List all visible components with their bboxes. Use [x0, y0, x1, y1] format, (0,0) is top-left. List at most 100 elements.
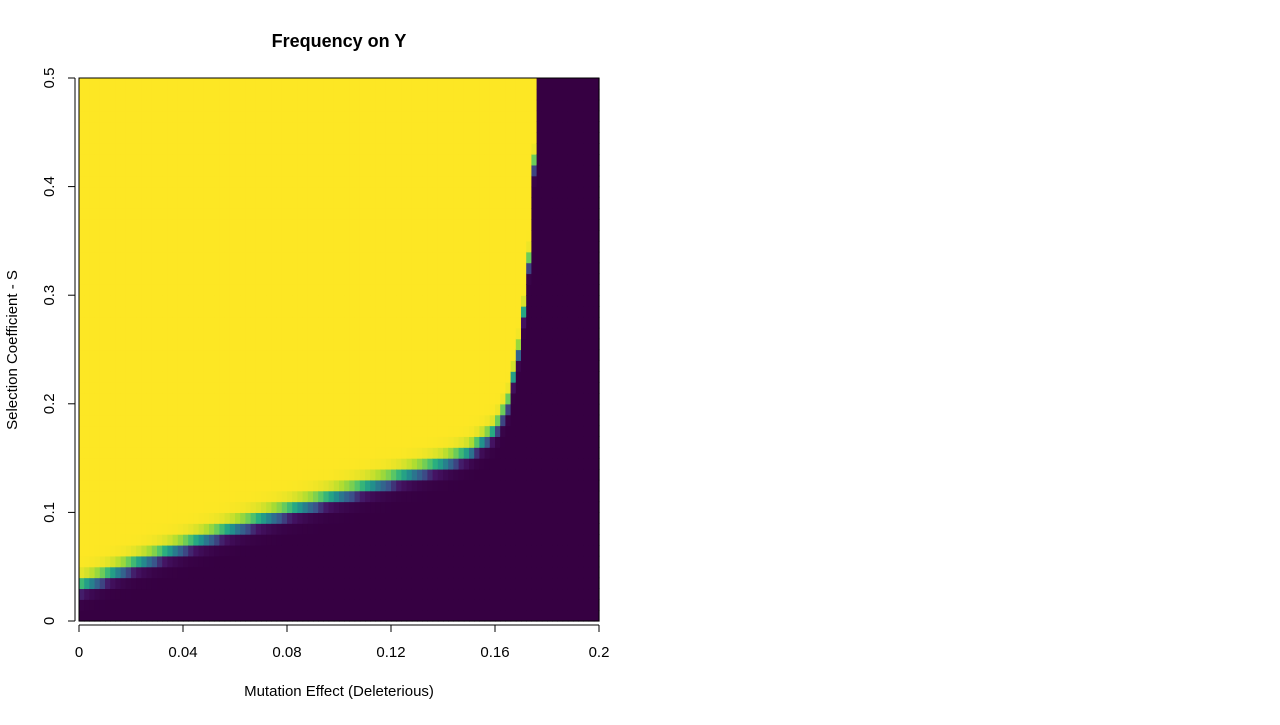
heatmap-cell — [500, 458, 506, 470]
heatmap-cell — [474, 512, 480, 524]
heatmap-cell — [432, 512, 439, 524]
heatmap-cell — [567, 273, 574, 285]
heatmap-cell — [495, 599, 501, 611]
heatmap-cell — [495, 577, 501, 590]
heatmap-cell — [193, 132, 200, 144]
heatmap-cell — [541, 251, 548, 264]
heatmap-cell — [198, 78, 205, 90]
heatmap-cell — [547, 566, 553, 579]
heatmap-cell — [567, 382, 574, 394]
heatmap-cell — [261, 273, 267, 285]
heatmap-cell — [276, 230, 283, 242]
heatmap-cell — [396, 447, 402, 459]
heatmap-cell — [79, 327, 85, 340]
heatmap-cell — [84, 132, 90, 144]
heatmap-cell — [307, 544, 314, 557]
heatmap-cell — [578, 186, 584, 199]
heatmap-cell — [354, 143, 361, 155]
heatmap-cell — [287, 425, 293, 437]
heatmap-cell — [562, 251, 569, 264]
heatmap-cell — [162, 588, 168, 600]
heatmap-cell — [375, 588, 382, 600]
heatmap-cell — [557, 164, 564, 177]
heatmap-cell — [588, 610, 595, 622]
heatmap-cell — [401, 566, 408, 579]
heatmap-cell — [229, 523, 236, 535]
heatmap-cell — [417, 392, 423, 405]
heatmap-cell — [474, 436, 480, 448]
heatmap-cell — [141, 468, 148, 481]
heatmap-cell — [593, 566, 600, 579]
heatmap-cell — [94, 588, 101, 600]
heatmap-cell — [333, 458, 340, 470]
heatmap-cell — [115, 143, 122, 155]
heatmap-cell — [245, 490, 252, 503]
heatmap-cell — [219, 610, 226, 622]
heatmap-cell — [411, 414, 418, 427]
heatmap-cell — [458, 555, 465, 568]
heatmap-cell — [281, 110, 288, 123]
heatmap-cell — [469, 501, 475, 513]
heatmap-cell — [198, 262, 205, 275]
heatmap-cell — [469, 338, 475, 351]
heatmap-cell — [515, 78, 522, 90]
heatmap-cell — [84, 523, 90, 535]
heatmap-cell — [391, 338, 397, 351]
heatmap-cell — [339, 479, 345, 492]
heatmap-cell — [557, 588, 564, 600]
heatmap-cell — [411, 143, 418, 155]
heatmap-cell — [183, 197, 189, 209]
heatmap-cell — [281, 154, 288, 166]
heatmap-cell — [162, 577, 168, 590]
heatmap-cell — [391, 534, 397, 546]
heatmap-cell — [261, 295, 267, 307]
heatmap-cell — [333, 523, 340, 535]
heatmap-cell — [359, 544, 366, 557]
heatmap-cell — [515, 154, 522, 166]
heatmap-cell — [489, 458, 496, 470]
heatmap-cell — [359, 610, 366, 622]
heatmap-cell — [89, 479, 96, 492]
heatmap-cell — [510, 132, 517, 144]
heatmap-cell — [188, 577, 194, 590]
heatmap-cell — [141, 327, 148, 340]
heatmap-cell — [500, 599, 506, 611]
heatmap-cell — [437, 175, 444, 188]
heatmap-cell — [479, 262, 486, 275]
heatmap-cell — [177, 566, 184, 579]
heatmap-cell — [84, 154, 90, 166]
heatmap-cell — [162, 382, 168, 394]
heatmap-cell — [567, 154, 574, 166]
heatmap-cell — [84, 143, 90, 155]
heatmap-cell — [396, 327, 402, 340]
heatmap-cell — [229, 164, 236, 177]
heatmap-cell — [131, 132, 137, 144]
heatmap-cell — [417, 230, 423, 242]
heatmap-cell — [157, 588, 163, 600]
heatmap-cell — [427, 403, 434, 416]
heatmap-cell — [469, 382, 475, 394]
heatmap-cell — [323, 349, 330, 361]
heatmap-cell — [276, 610, 283, 622]
heatmap-cell — [448, 610, 454, 622]
heatmap-cell — [328, 371, 335, 383]
heatmap-cell — [261, 382, 267, 394]
heatmap-cell — [198, 382, 205, 394]
heatmap-cell — [567, 577, 574, 590]
heatmap-cell — [547, 284, 553, 296]
heatmap-cell — [193, 447, 200, 459]
heatmap-cell — [521, 306, 527, 318]
heatmap-cell — [567, 349, 574, 361]
heatmap-cell — [209, 143, 215, 155]
heatmap-cell — [489, 479, 496, 492]
heatmap-cell — [84, 99, 90, 112]
heatmap-cell — [588, 577, 595, 590]
heatmap-cell — [214, 143, 220, 155]
heatmap-cell — [313, 392, 319, 405]
heatmap-cell — [354, 99, 361, 112]
heatmap-cell — [198, 240, 205, 253]
heatmap-cell — [432, 240, 439, 253]
heatmap-cell — [489, 78, 496, 90]
heatmap-cell — [266, 512, 272, 524]
heatmap-cell — [245, 273, 252, 285]
